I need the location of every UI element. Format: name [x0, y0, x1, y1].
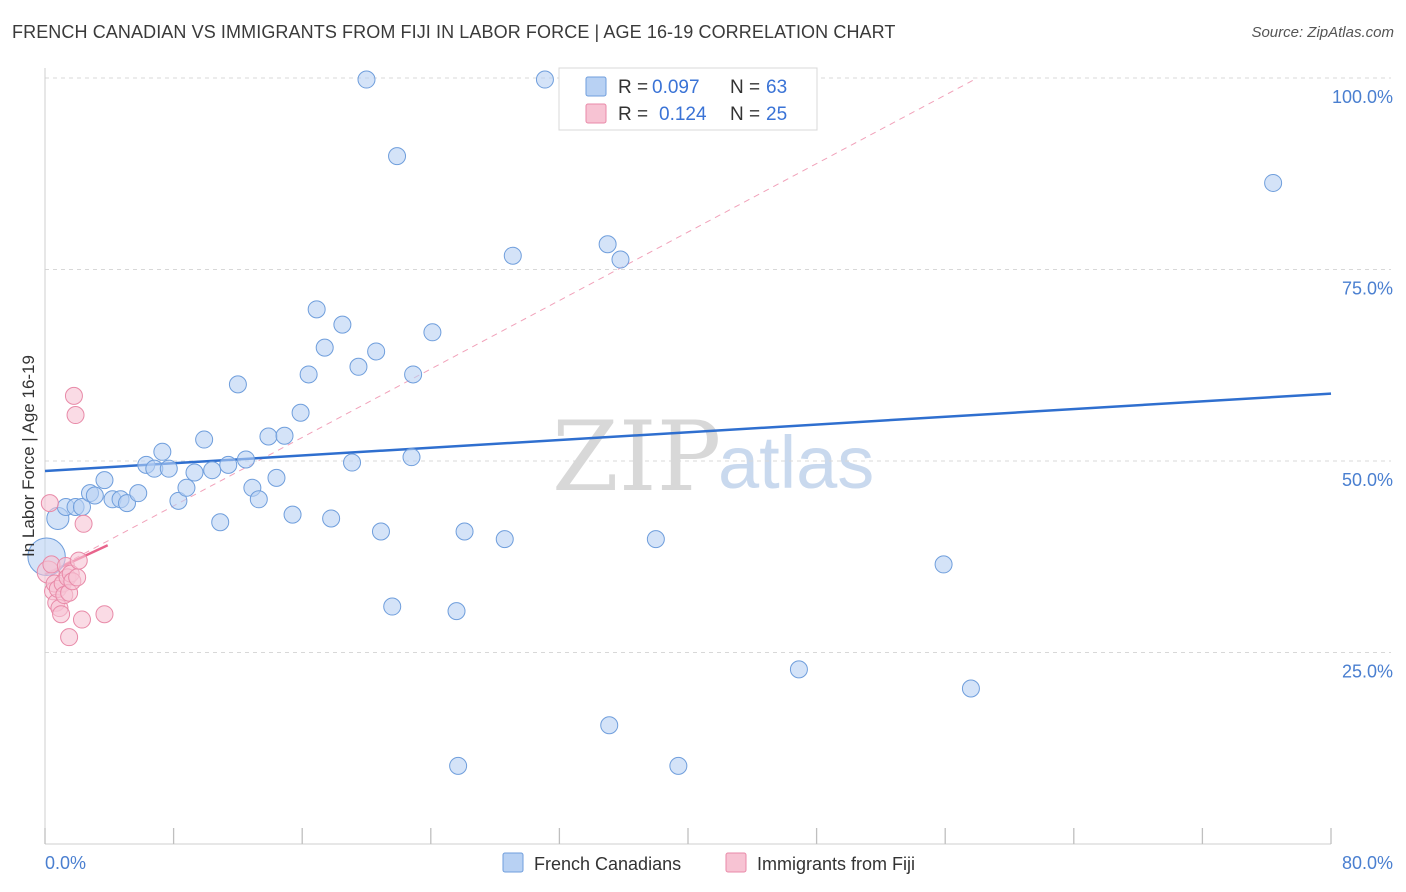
fiji-point-1	[40, 494, 59, 513]
series-immigrants-from-fiji	[36, 386, 114, 647]
stats-legend-r-pink: 0.124	[659, 104, 707, 125]
stats-legend-swatch-blue	[585, 76, 607, 97]
stats-legend: R = 0.097 N = 63 R = 0.124 N = 25	[558, 67, 818, 131]
series-legend-label-blue: French Canadians	[534, 854, 681, 874]
french-canadians-point-30	[283, 505, 302, 524]
french-canadians-point-7	[95, 471, 114, 490]
french-canadians-point-39	[357, 70, 376, 89]
french-canadians-point-49	[455, 522, 474, 541]
french-canadians-point-53	[598, 235, 617, 254]
stats-legend-n-label-pink: N =	[730, 104, 760, 125]
french-canadians-point-14	[153, 442, 172, 461]
french-canadians-point-43	[388, 147, 407, 166]
series-legend-swatch-blue	[502, 852, 524, 873]
french-canadians-point-51	[503, 246, 522, 265]
french-canadians-point-24	[236, 450, 255, 469]
series-legend: French Canadians Immigrants from Fiji	[502, 852, 915, 874]
series-legend-swatch-pink	[725, 852, 747, 873]
french-canadians-point-38	[349, 357, 368, 376]
y-tick-label-50: 50.0%	[1342, 470, 1393, 490]
french-canadians-point-59	[789, 660, 808, 679]
y-tick-label-100: 100.0%	[1332, 87, 1393, 107]
stats-legend-n-blue: 63	[766, 77, 787, 98]
watermark-zip: ZIP	[552, 401, 721, 513]
french-canadians-point-44	[404, 365, 423, 384]
french-canadians-point-21	[211, 513, 230, 532]
french-canadians-point-33	[307, 300, 326, 319]
french-canadians-point-28	[267, 468, 286, 487]
french-canadians-point-56	[646, 530, 665, 549]
french-canadians-point-29	[275, 426, 294, 445]
french-canadians-point-61	[961, 679, 980, 698]
x-ticks	[44, 828, 1332, 844]
french-canadians-point-37	[343, 453, 362, 472]
french-canadians-point-20	[203, 461, 222, 480]
french-canadians-point-50	[495, 530, 514, 549]
stats-legend-n-label-blue: N =	[730, 77, 760, 98]
french-canadians-point-47	[447, 602, 466, 621]
french-canadians-point-16	[169, 491, 188, 510]
french-canadians-point-22	[219, 455, 238, 474]
french-canadians-point-15	[159, 459, 178, 478]
french-canadians-point-55	[611, 250, 630, 269]
french-canadians-point-34	[315, 338, 334, 357]
stats-legend-n-pink: 25	[766, 104, 787, 125]
french-canadians-point-45	[402, 448, 421, 467]
source-credit: Source: ZipAtlas.com	[1251, 24, 1394, 41]
french-canadians-point-18	[185, 463, 204, 482]
french-canadians-point-19	[195, 430, 214, 449]
x-tick-label-min: 0.0%	[45, 853, 86, 873]
fiji-point-18	[66, 406, 85, 425]
chart-title: FRENCH CANADIAN VS IMMIGRANTS FROM FIJI …	[12, 22, 896, 42]
french-canadians-point-57	[669, 756, 688, 775]
trend-line-french-canadians	[44, 392, 1332, 473]
watermark-atlas: atlas	[718, 421, 874, 504]
french-canadians-point-31	[291, 403, 310, 422]
french-canadians-point-52	[535, 70, 554, 89]
y-tick-labels: 25.0% 50.0% 75.0% 100.0%	[1332, 87, 1393, 682]
french-canadians-point-54	[600, 716, 619, 735]
trend-line-fiji-extension	[44, 77, 978, 575]
french-canadians-point-42	[383, 597, 402, 616]
french-canadians-point-10	[117, 494, 136, 513]
fiji-point-17	[64, 386, 83, 405]
french-canadians-point-23	[228, 375, 247, 394]
fiji-point-21	[72, 610, 91, 629]
french-canadians-point-35	[322, 509, 341, 528]
french-canadians-point-26	[249, 490, 268, 509]
fiji-point-19	[68, 568, 87, 587]
stats-legend-swatch-pink	[585, 103, 607, 124]
stats-legend-r-blue: 0.097	[652, 77, 700, 98]
stats-legend-r-label-pink: R =	[618, 104, 648, 125]
french-canadians-point-48	[449, 756, 468, 775]
stats-legend-r-label-blue: R =	[618, 77, 648, 98]
y-axis-label: In Labor Force | Age 16-19	[19, 355, 38, 557]
french-canadians-point-11	[129, 484, 148, 503]
french-canadians-point-27	[259, 427, 278, 446]
fiji-point-22	[74, 514, 93, 533]
y-tick-label-75: 75.0%	[1342, 279, 1393, 299]
french-canadians-point-6	[85, 486, 104, 505]
fiji-point-14	[60, 628, 79, 647]
fiji-point-8	[52, 605, 71, 624]
fiji-point-20	[69, 551, 88, 570]
gridlines	[45, 77, 1391, 653]
french-canadians-point-62	[1264, 173, 1283, 192]
y-tick-label-25: 25.0%	[1342, 662, 1393, 682]
series-legend-label-pink: Immigrants from Fiji	[757, 854, 915, 874]
x-tick-label-max: 80.0%	[1342, 853, 1393, 873]
french-canadians-point-32	[299, 365, 318, 384]
french-canadians-point-41	[371, 522, 390, 541]
french-canadians-point-36	[333, 315, 352, 334]
french-canadians-point-40	[367, 342, 386, 361]
french-canadians-point-60	[934, 555, 953, 574]
french-canadians-point-46	[423, 323, 442, 342]
fiji-point-23	[95, 605, 114, 624]
french-canadians-point-17	[177, 478, 196, 497]
